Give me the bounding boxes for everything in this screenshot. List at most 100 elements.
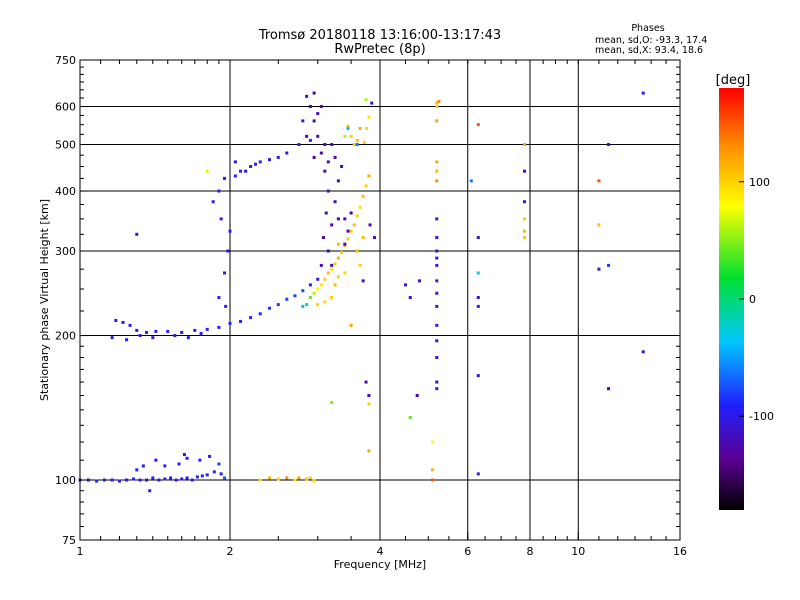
data-point <box>641 350 645 354</box>
chart-title: Tromsø 20180118 13:16:00-13:17:43 <box>258 28 501 43</box>
data-point <box>258 312 262 316</box>
data-point <box>368 223 372 227</box>
data-point <box>193 328 197 332</box>
data-point <box>135 468 139 472</box>
x-axis-ticks: 1 2 4 6 8 10 16 <box>77 60 687 558</box>
data-point <box>349 323 353 327</box>
phases-title: Phases <box>631 23 664 34</box>
data-point <box>239 319 243 323</box>
data-point <box>205 473 209 477</box>
data-point <box>308 105 312 109</box>
data-point <box>435 323 439 327</box>
data-point <box>312 91 316 95</box>
data-point <box>435 160 439 164</box>
data-point <box>312 479 316 483</box>
data-point <box>597 223 601 227</box>
data-point <box>431 478 435 482</box>
data-point <box>352 223 356 227</box>
x-tick-label: 4 <box>377 545 384 558</box>
data-point <box>305 94 309 98</box>
data-point <box>308 296 312 300</box>
x-tick-label: 2 <box>227 545 234 558</box>
data-point <box>239 169 243 173</box>
data-point <box>403 283 407 287</box>
data-point <box>305 477 309 481</box>
data-point <box>117 479 121 483</box>
data-point <box>358 263 362 267</box>
data-point <box>330 263 334 267</box>
data-point <box>349 211 353 215</box>
data-point <box>362 140 366 144</box>
data-point <box>186 336 190 340</box>
phases-o-stats: mean, sd,O: -93.3, 17.4 <box>595 35 707 46</box>
data-point <box>431 440 435 444</box>
data-point <box>367 174 371 178</box>
data-point <box>217 189 221 193</box>
data-point <box>435 355 439 359</box>
data-point <box>312 155 316 159</box>
data-point <box>219 472 223 476</box>
data-point <box>326 271 330 275</box>
data-point <box>145 478 149 482</box>
data-point <box>297 143 301 147</box>
data-point <box>166 329 170 333</box>
data-point <box>330 143 334 147</box>
data-point <box>607 387 611 391</box>
data-point <box>435 304 439 308</box>
data-point <box>276 303 280 307</box>
data-point <box>267 158 271 162</box>
data-point <box>355 138 359 142</box>
data-point <box>343 242 347 246</box>
data-point <box>367 449 371 453</box>
data-point <box>415 394 419 398</box>
data-point <box>228 229 232 233</box>
data-point <box>226 249 230 253</box>
data-point <box>219 217 223 221</box>
data-point <box>343 271 347 275</box>
data-point <box>285 297 289 301</box>
data-point <box>326 160 330 164</box>
data-point <box>358 126 362 130</box>
data-point <box>355 143 359 147</box>
data-point <box>312 119 316 123</box>
data-point <box>151 336 155 340</box>
data-point <box>367 115 371 119</box>
data-point <box>324 211 328 215</box>
data-point <box>135 232 139 236</box>
data-point <box>435 179 439 183</box>
data-point <box>308 138 312 142</box>
colorbar-tick-label: -100 <box>749 410 774 423</box>
data-point <box>285 151 289 155</box>
data-point <box>476 374 480 378</box>
data-point <box>305 134 309 138</box>
data-point <box>435 279 439 283</box>
data-point <box>217 462 221 466</box>
data-point <box>323 169 327 173</box>
data-point <box>352 143 356 147</box>
y-tick-label: 400 <box>55 185 76 198</box>
data-point <box>435 380 439 384</box>
data-point <box>417 279 421 283</box>
data-point <box>336 179 340 183</box>
data-point <box>435 256 439 260</box>
data-point <box>361 279 365 283</box>
data-point <box>308 283 312 287</box>
data-point <box>597 179 601 183</box>
data-point <box>435 105 439 109</box>
data-point <box>249 164 253 168</box>
data-point <box>138 334 142 338</box>
data-point <box>476 304 480 308</box>
data-point <box>185 476 189 480</box>
data-point <box>355 249 359 253</box>
data-point <box>305 303 309 307</box>
data-point <box>476 271 480 275</box>
data-point <box>364 380 368 384</box>
data-point <box>435 101 439 105</box>
data-point <box>597 267 601 271</box>
data-point <box>138 478 142 482</box>
data-point <box>267 306 271 310</box>
data-point <box>163 477 167 481</box>
data-point <box>95 479 99 483</box>
data-point <box>180 330 184 334</box>
data-point <box>267 476 271 480</box>
